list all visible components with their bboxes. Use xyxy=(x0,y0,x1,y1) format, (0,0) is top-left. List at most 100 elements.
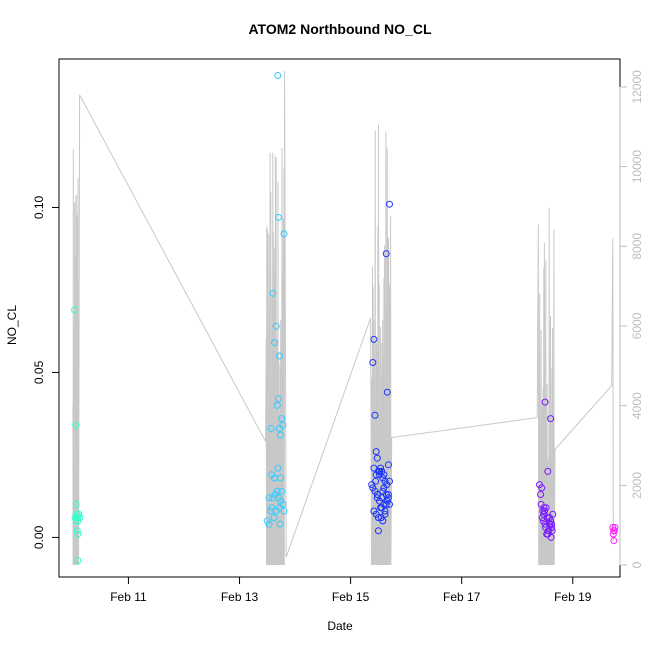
data-point xyxy=(278,487,286,495)
data-point xyxy=(381,507,389,515)
data-point xyxy=(538,484,546,492)
chart-title: ATOM2 Northbound NO_CL xyxy=(248,21,431,37)
data-point xyxy=(269,289,277,297)
data-point xyxy=(274,395,282,403)
data-point xyxy=(372,448,380,456)
data-point xyxy=(73,514,81,522)
data-point xyxy=(384,491,392,498)
data-point xyxy=(548,520,556,528)
data-point xyxy=(547,533,555,541)
x-axis-label: Date xyxy=(327,619,353,633)
data-point xyxy=(610,527,618,535)
data-point xyxy=(74,557,82,564)
data-point xyxy=(376,467,383,475)
data-point xyxy=(379,487,387,495)
data-point xyxy=(546,514,553,522)
data-point xyxy=(72,421,80,429)
data-point xyxy=(277,474,285,482)
y-right-tick-label: 10000 xyxy=(630,150,644,184)
data-point xyxy=(267,425,275,432)
data-point xyxy=(380,471,388,479)
data-point xyxy=(76,514,84,522)
data-point xyxy=(370,335,378,343)
right-axis-series-line xyxy=(72,70,614,566)
data-point xyxy=(369,359,377,366)
data-point xyxy=(274,72,282,79)
data-point xyxy=(373,491,381,498)
data-point xyxy=(273,487,281,495)
data-point xyxy=(279,500,287,508)
data-point xyxy=(274,213,282,221)
x-tick-label: Feb 15 xyxy=(332,590,370,604)
data-point xyxy=(372,477,380,485)
data-point xyxy=(268,504,276,512)
data-point xyxy=(539,517,547,525)
y-right-tick-label: 6000 xyxy=(630,312,644,339)
data-point xyxy=(610,537,618,545)
data-point xyxy=(74,530,82,538)
data-point xyxy=(373,494,381,502)
data-point xyxy=(377,514,385,522)
x-tick-label: Feb 11 xyxy=(110,590,147,604)
data-point xyxy=(273,401,281,409)
data-point xyxy=(379,517,387,525)
y-right-tick-label: 2000 xyxy=(630,472,644,499)
data-point xyxy=(384,494,392,502)
data-point xyxy=(377,464,385,472)
data-point xyxy=(541,398,549,406)
data-point xyxy=(276,520,284,528)
data-point xyxy=(382,500,390,508)
data-point xyxy=(382,250,390,258)
x-axis: Feb 11 Feb 13 Feb 15 Feb 17 Feb 19 xyxy=(110,577,592,604)
data-point xyxy=(548,527,556,535)
y-axis-label: NO_CL xyxy=(5,305,19,345)
data-point xyxy=(545,527,553,535)
data-point xyxy=(75,510,83,518)
data-point xyxy=(541,507,548,515)
data-point xyxy=(374,527,382,535)
data-point xyxy=(383,388,391,396)
data-point xyxy=(386,500,393,508)
data-point xyxy=(609,524,617,531)
data-point xyxy=(541,520,549,528)
data-point xyxy=(263,517,271,525)
data-point xyxy=(378,494,386,502)
data-point xyxy=(386,200,393,208)
data-point xyxy=(277,431,285,439)
data-point xyxy=(370,464,378,472)
data-point xyxy=(271,339,278,347)
data-point xyxy=(386,477,393,485)
y-axis-left: 0.00 0.05 0.10 xyxy=(32,195,59,549)
data-point xyxy=(374,514,382,522)
data-point xyxy=(274,464,282,472)
data-point xyxy=(381,477,389,485)
data-point xyxy=(270,514,278,522)
data-point xyxy=(611,524,619,531)
y-right-tick-label: 0 xyxy=(630,561,644,568)
data-point xyxy=(547,517,555,525)
y-left-tick-label: 0.05 xyxy=(32,360,46,384)
x-tick-label: Feb 17 xyxy=(443,590,481,604)
data-point xyxy=(280,230,288,238)
data-point xyxy=(544,467,552,475)
data-point xyxy=(276,425,283,432)
y-left-tick-label: 0.10 xyxy=(32,195,46,219)
y-axis-right: 0 2000 4000 6000 8000 10000 12000 xyxy=(619,70,644,568)
data-point xyxy=(609,530,617,538)
data-point xyxy=(371,411,379,419)
x-tick-label: Feb 19 xyxy=(554,590,592,604)
y-left-tick-label: 0.00 xyxy=(32,525,46,549)
y-right-tick-label: 8000 xyxy=(630,233,644,260)
data-point xyxy=(71,306,79,314)
plot-frame xyxy=(58,58,621,578)
data-point xyxy=(373,454,381,462)
data-point xyxy=(272,322,280,330)
data-point xyxy=(280,507,288,515)
data-point xyxy=(72,500,80,508)
data-point xyxy=(538,514,546,522)
data-point xyxy=(73,527,81,535)
data-point xyxy=(542,504,550,512)
data-point xyxy=(265,494,273,502)
data-point xyxy=(278,415,286,423)
